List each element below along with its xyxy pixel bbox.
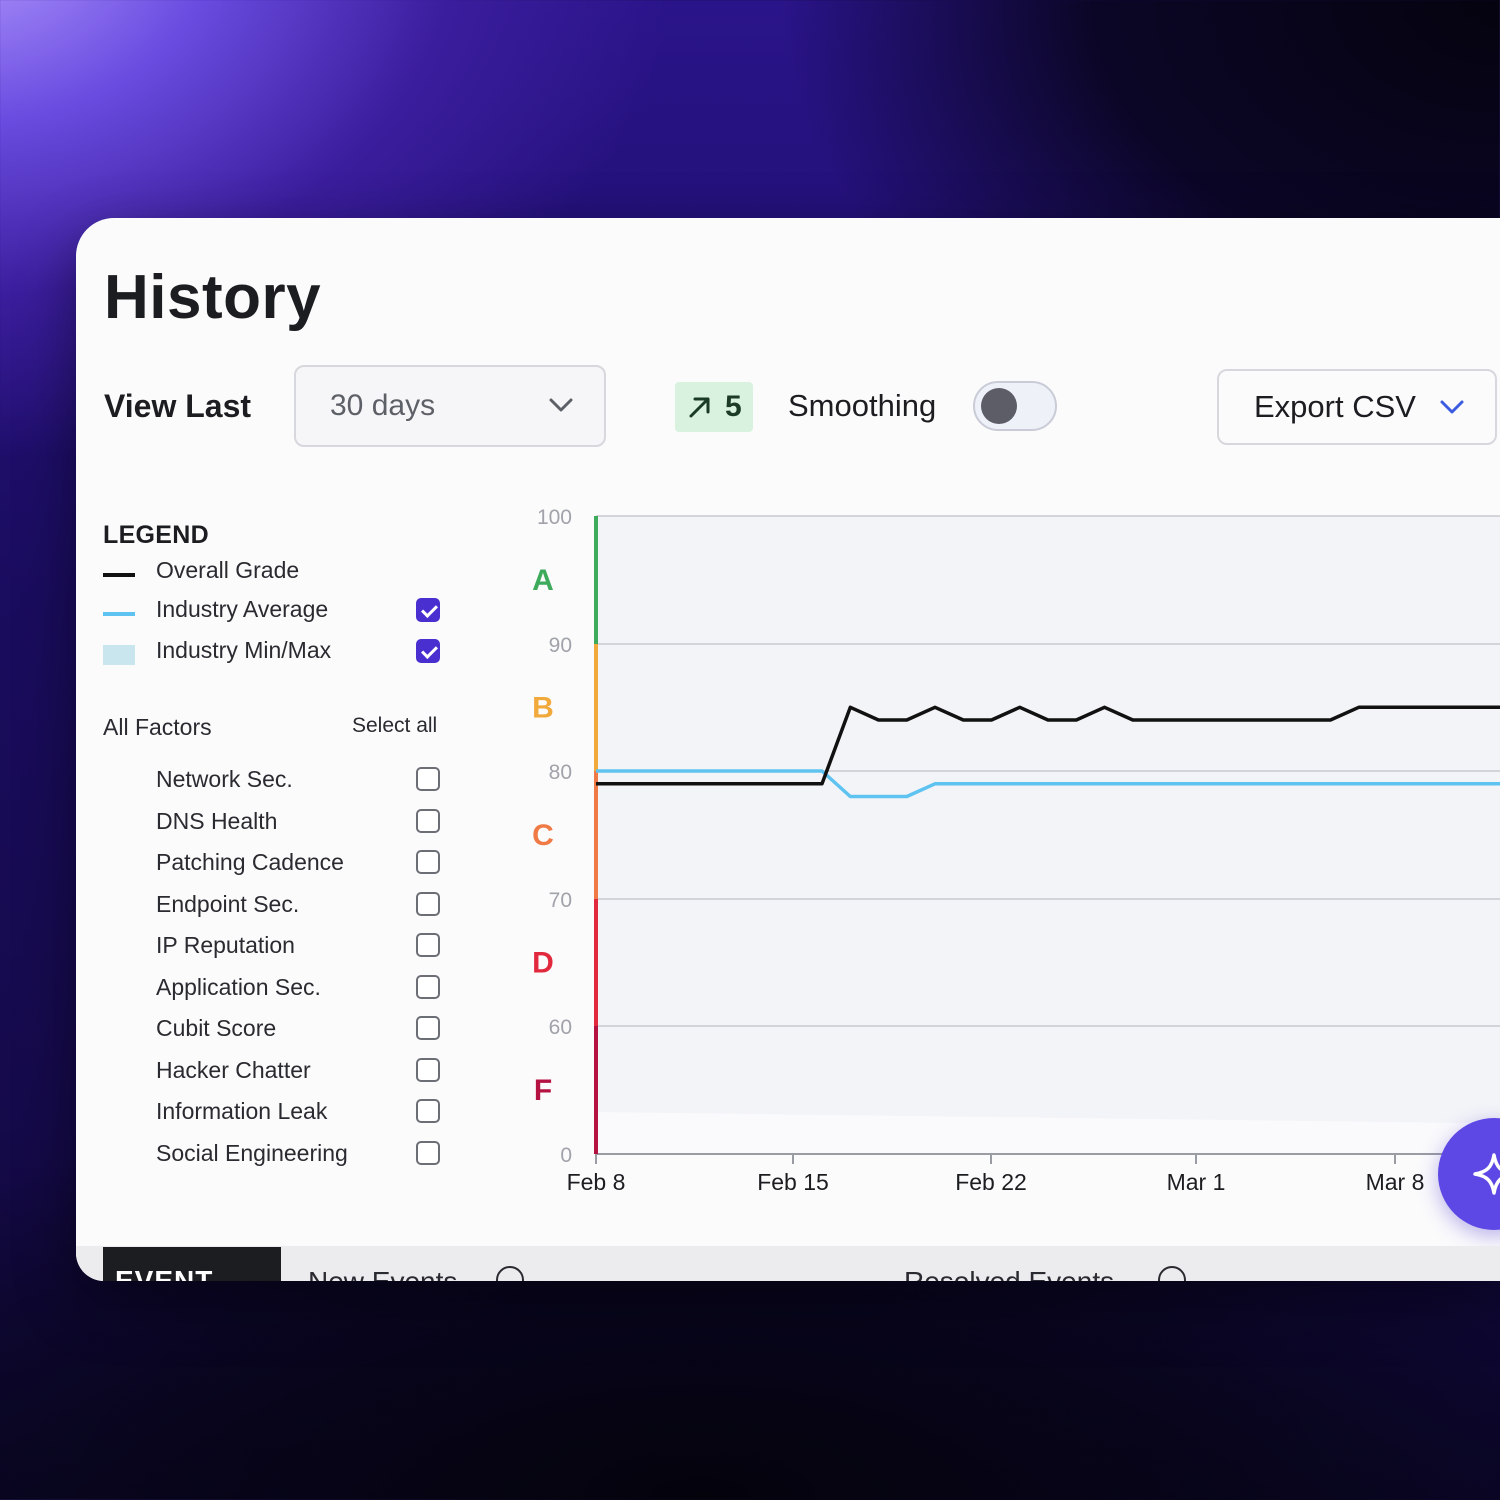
grade-letter: F [534,1074,552,1107]
factor-label: Cubit Score [156,1015,277,1041]
y-tick-label: 70 [549,889,572,912]
factor-checkbox[interactable] [416,933,440,957]
x-tick-label: Feb 8 [567,1169,626,1195]
factor-checkbox[interactable] [416,850,440,874]
toggle-knob [981,388,1017,424]
history-chart: 100 90 80 70 60 0 A B C D F Feb 8 Feb 15 Feb 22 Mar 1 M… [532,506,1500,1195]
factor-label: Social Engineering [156,1139,348,1166]
range-select-value: 30 days [330,389,436,422]
trend-badge: 5 [675,382,753,432]
y-tick-label: 80 [549,761,572,784]
factor-checkbox[interactable] [416,808,440,833]
event-tabs-bar [76,1246,1500,1281]
tab-event-log[interactable]: EVENT LOG [103,1247,281,1281]
export-csv-label: Export CSV [1254,389,1416,424]
tab-new-events[interactable]: New Events [308,1266,457,1281]
legend-checkbox[interactable] [416,639,440,663]
page-title: History [104,263,322,332]
x-tick-label: Feb 15 [757,1169,829,1195]
overall-grade-line [596,705,1500,786]
y-tick-label: 0 [560,1144,572,1167]
legend-swatch [103,573,135,577]
factor-checkbox[interactable] [416,1140,440,1165]
factor-label: Application Sec. [156,973,321,1000]
factor-label: Endpoint Sec. [156,890,300,917]
history-panel: History View Last 30 days 5 Smoothing Ex… [76,218,1500,1281]
legend-swatch [103,612,135,616]
legend-label: Overall Grade [156,557,300,583]
y-tick-label: 90 [549,634,572,657]
x-tick-label: Mar 1 [1167,1169,1226,1195]
industry-average-line [596,769,1500,799]
y-tick-label: 60 [549,1016,572,1039]
factor-checkbox[interactable] [416,767,440,791]
grade-letter: A [532,564,554,597]
factor-checkbox[interactable] [416,891,440,916]
legend-swatch [103,645,135,665]
sparkle-icon [1473,1153,1500,1195]
y-tick-label: 100 [537,506,572,529]
chevron-down-icon [1440,400,1464,414]
tab-resolved-events[interactable]: Resolved Events [904,1266,1114,1281]
factor-label: Hacker Chatter [156,1056,311,1083]
range-select[interactable]: 30 days [294,365,606,447]
legend-title: LEGEND [103,521,209,549]
select-all-link[interactable]: Select all [352,714,438,737]
factor-label: Information Leak [156,1098,328,1124]
factor-checkbox[interactable] [416,1057,440,1082]
factor-checkbox[interactable] [416,1099,440,1123]
factor-label: Network Sec. [156,766,293,792]
factor-label: Patching Cadence [156,849,344,875]
factor-checkbox[interactable] [416,1016,440,1040]
factor-label: DNS Health [156,807,278,834]
plot-area [596,516,1500,1154]
view-last-label: View Last [104,388,252,424]
grade-letter: B [532,692,554,725]
smoothing-toggle[interactable] [973,381,1057,431]
trend-value: 5 [725,390,742,423]
legend-checkbox[interactable] [416,598,440,622]
x-tick-label: Mar 8 [1366,1169,1425,1195]
tab-event-log-label: EVENT LOG [115,1265,214,1281]
arrow-up-right-icon [689,397,710,418]
grade-letter: D [532,947,554,980]
legend-label: Industry Min/Max [156,637,332,663]
smoothing-label: Smoothing [788,388,937,423]
industry-min-max-band [596,1112,1500,1154]
grade-letter: C [532,819,554,852]
export-csv-button[interactable]: Export CSV [1217,369,1497,445]
x-tick-label: Feb 22 [955,1169,1027,1195]
all-factors-label: All Factors [103,714,212,740]
factor-checkbox[interactable] [416,974,440,999]
legend-label: Industry Average [156,596,329,622]
factor-label: IP Reputation [156,932,295,958]
chevron-down-icon [549,398,573,412]
